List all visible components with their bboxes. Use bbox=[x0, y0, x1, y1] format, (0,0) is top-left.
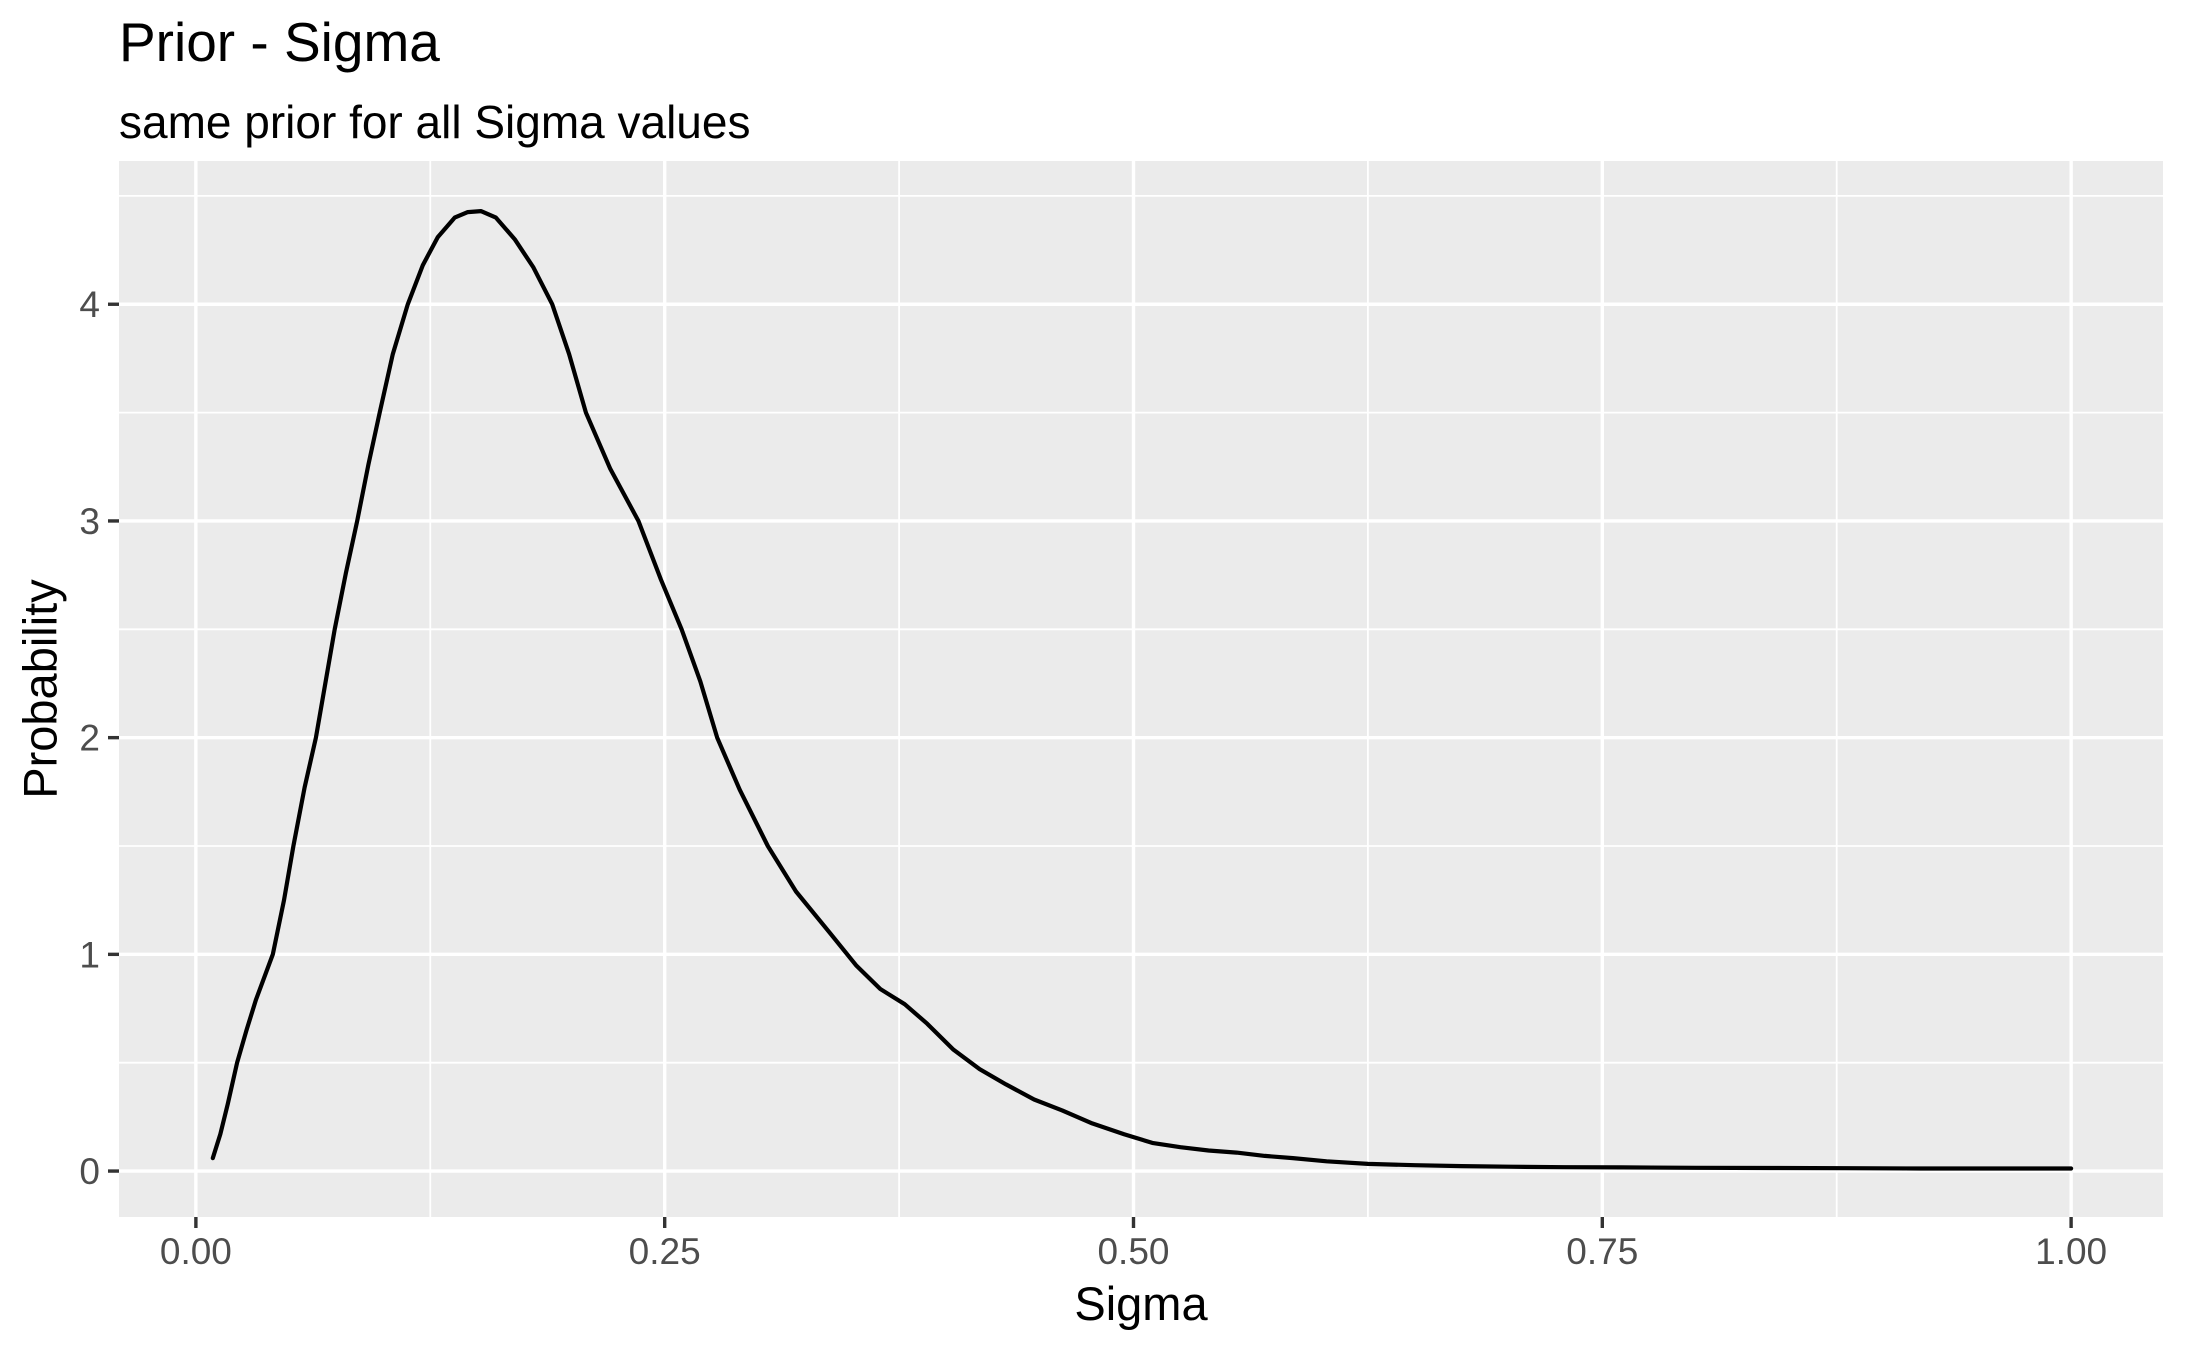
y-tick-label: 4 bbox=[79, 284, 100, 325]
panel-background bbox=[119, 161, 2163, 1217]
x-tick-label: 0.00 bbox=[160, 1231, 232, 1272]
plot-subtitle: same prior for all Sigma values bbox=[119, 96, 751, 148]
y-axis-title: Probability bbox=[13, 579, 67, 799]
density-curve bbox=[210, 209, 2074, 1171]
y-tick-label: 0 bbox=[79, 1151, 100, 1192]
y-tick-label: 1 bbox=[79, 934, 100, 975]
plot-title: Prior - Sigma bbox=[119, 11, 440, 73]
y-tick-label: 3 bbox=[79, 501, 100, 542]
x-tick-label: 1.00 bbox=[2035, 1231, 2107, 1272]
x-tick-label: 0.75 bbox=[1566, 1231, 1638, 1272]
x-axis-title: Sigma bbox=[1074, 1277, 1208, 1330]
y-tick-label: 2 bbox=[79, 718, 100, 759]
x-tick-label: 0.50 bbox=[1097, 1231, 1169, 1272]
x-tick-label: 0.25 bbox=[629, 1231, 701, 1272]
